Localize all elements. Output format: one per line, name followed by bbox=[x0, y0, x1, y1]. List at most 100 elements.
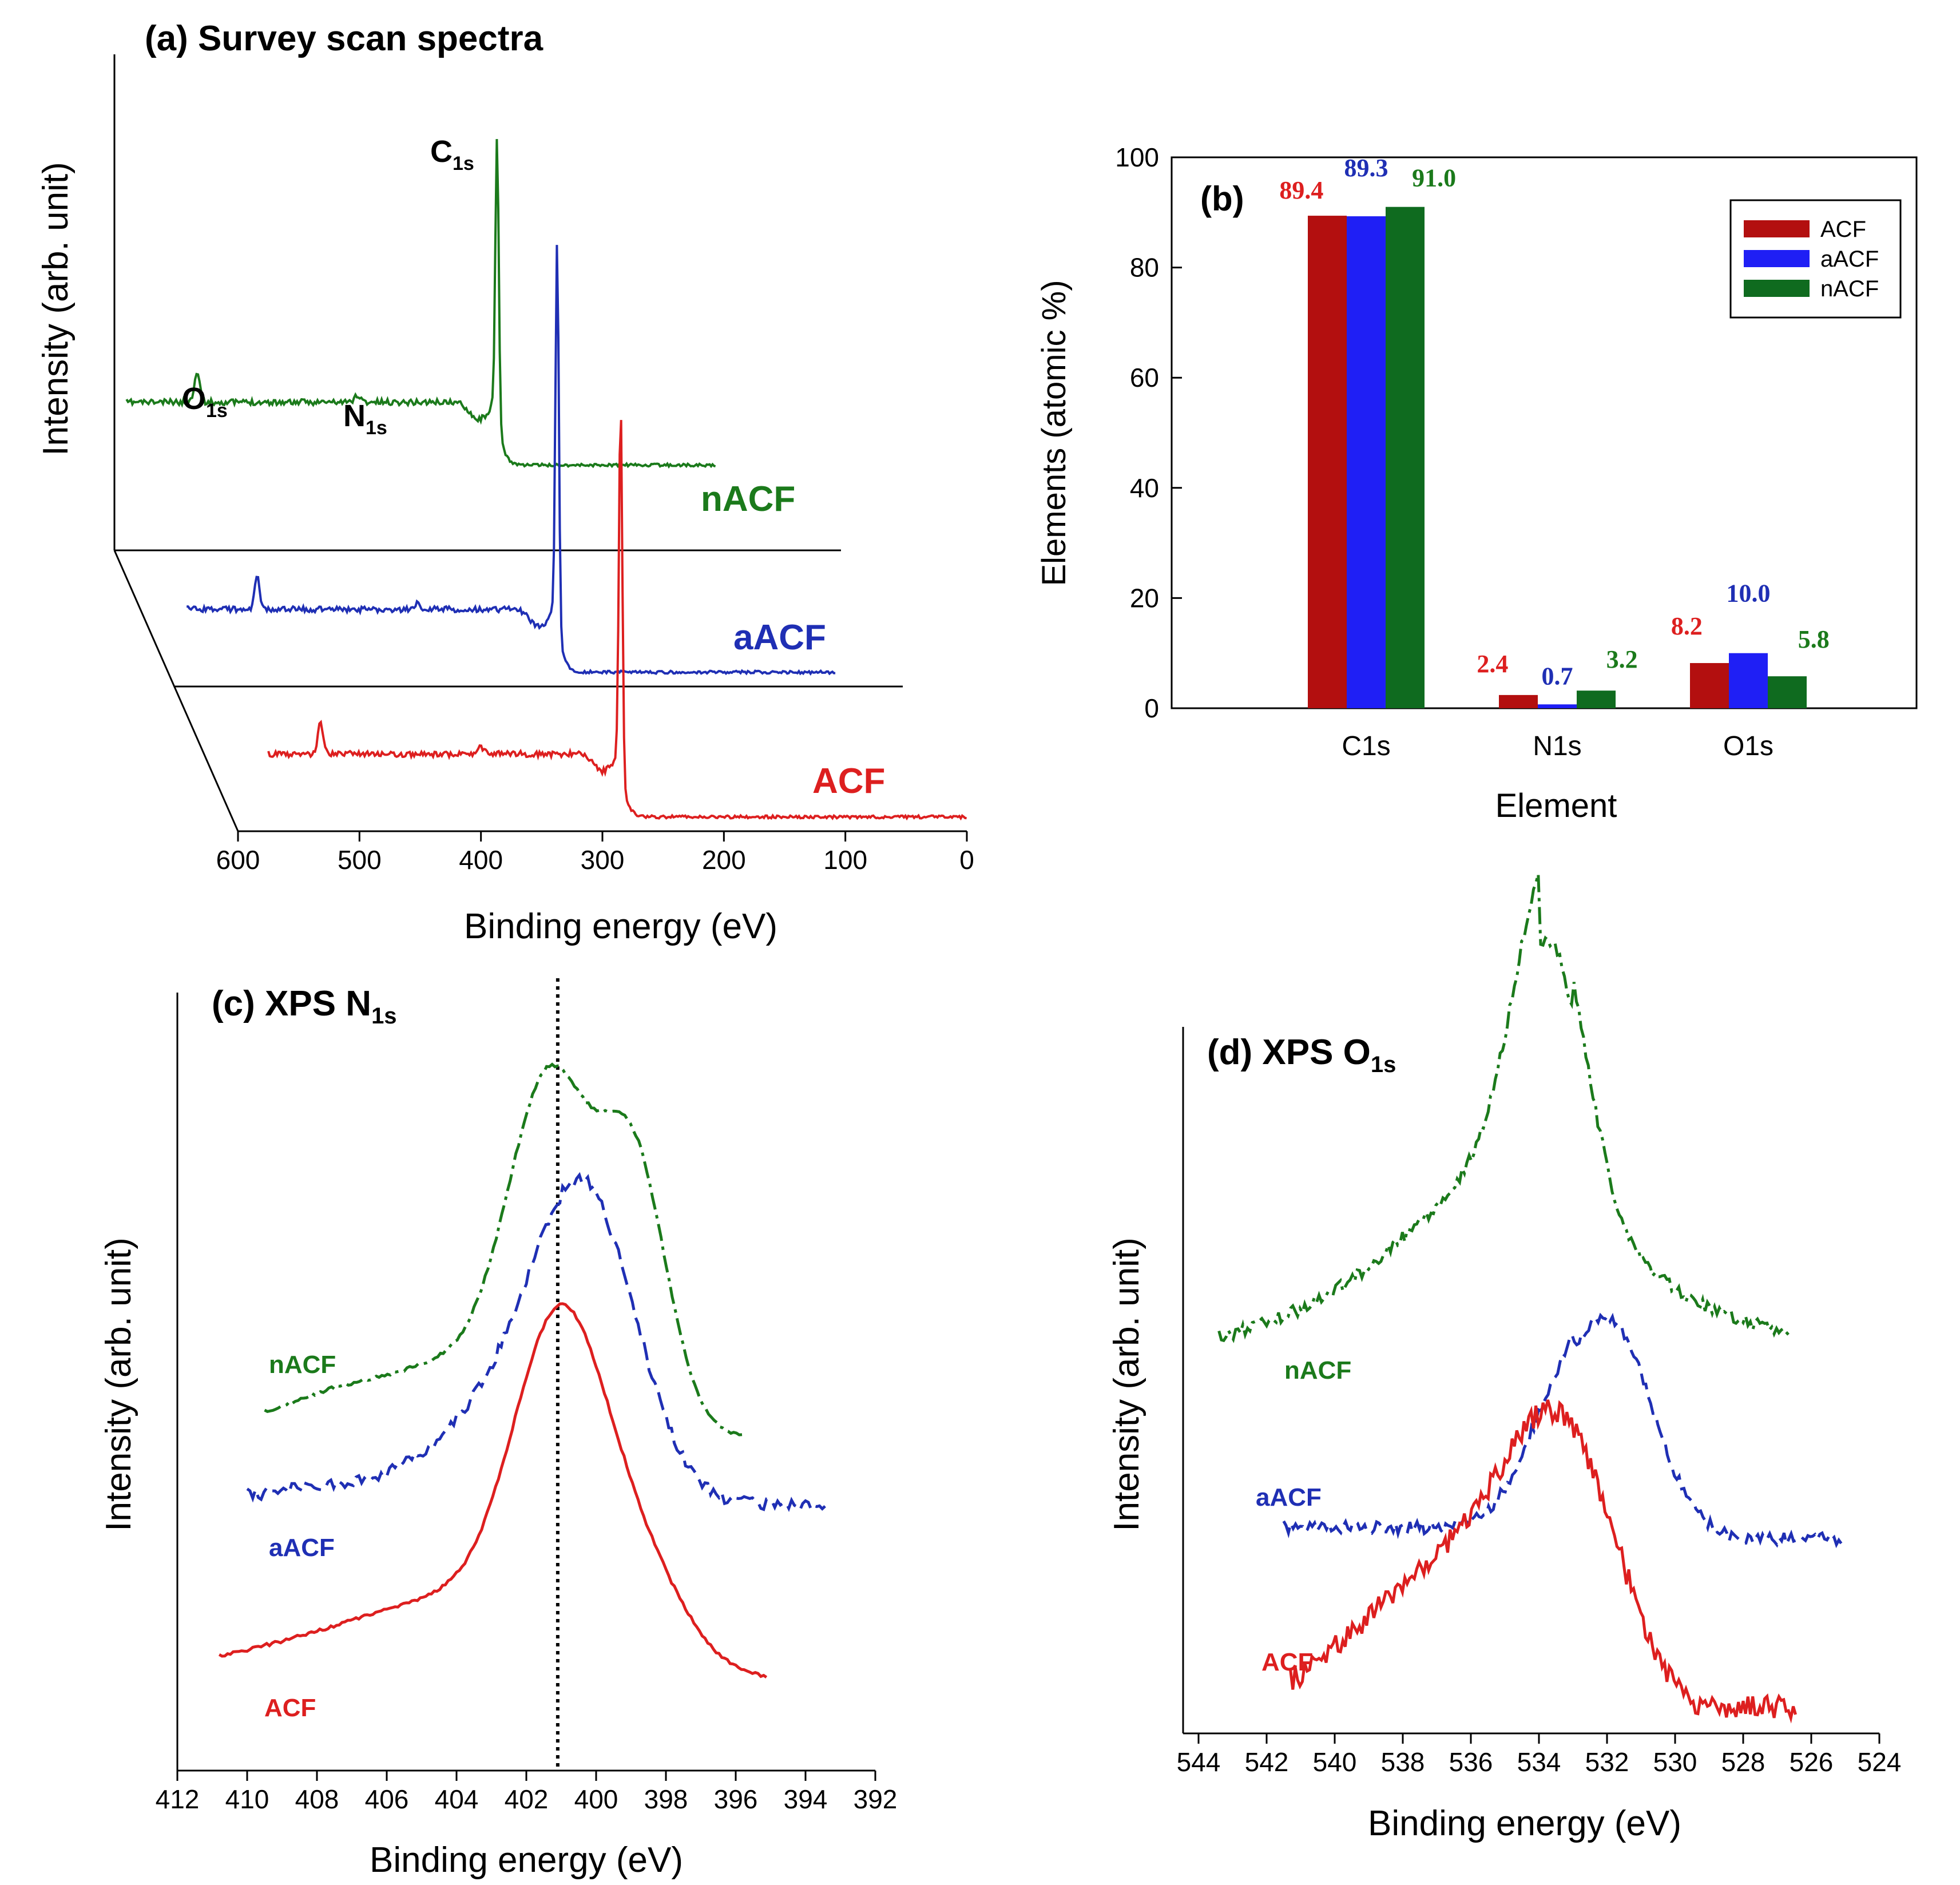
bar-aacf-o1s bbox=[1729, 653, 1768, 708]
x-tick-label: 544 bbox=[1177, 1747, 1221, 1777]
x-tick-label: 404 bbox=[435, 1784, 479, 1814]
panel-d: 544 542 540 538 536 534 532 530 528 526 524 (d) XP… bbox=[1107, 873, 1902, 1843]
y-tick-label: 80 bbox=[1130, 253, 1159, 283]
x-tick-label: 540 bbox=[1313, 1747, 1357, 1777]
panel-d-series-aacf bbox=[1282, 1312, 1843, 1549]
x-tick-label: 542 bbox=[1245, 1747, 1289, 1777]
panel-a: (a) Survey scan spectra Intensity (arb. … bbox=[36, 19, 974, 946]
y-tick-label: 20 bbox=[1130, 583, 1159, 613]
y-tick-label: 40 bbox=[1130, 473, 1159, 503]
panel-a-x-ticks: 600 500 400 300 200 100 0 bbox=[216, 831, 974, 875]
data-label-aacf-n1s: 0.7 bbox=[1542, 662, 1573, 690]
panel-a-depth-axis bbox=[113, 550, 239, 832]
panel-a-series-acf bbox=[267, 420, 967, 821]
x-tick-label: 402 bbox=[505, 1784, 549, 1814]
y-tick-label: 0 bbox=[1144, 693, 1159, 723]
x-tick-label: 600 bbox=[216, 845, 260, 875]
panel-b-y-ticks: 0 20 40 60 80 100 bbox=[1115, 142, 1182, 723]
x-tick-label: 398 bbox=[644, 1784, 688, 1814]
x-tick-label: 200 bbox=[702, 845, 746, 875]
panel-c-series-label-aacf: aACF bbox=[269, 1534, 335, 1562]
x-tick-label: 392 bbox=[854, 1784, 898, 1814]
x-tick-label: 400 bbox=[574, 1784, 618, 1814]
panel-a-peak-label-o1s: O1s bbox=[182, 382, 228, 422]
panel-a-series-aacf bbox=[186, 245, 836, 676]
bar-aacf-n1s bbox=[1538, 704, 1577, 708]
bar-acf-o1s bbox=[1690, 663, 1729, 708]
x-tick-label: 526 bbox=[1790, 1747, 1834, 1777]
data-label-acf-n1s: 2.4 bbox=[1477, 650, 1508, 678]
bar-nacf-o1s bbox=[1768, 676, 1807, 708]
x-tick-label: 524 bbox=[1858, 1747, 1902, 1777]
legend-label-aacf: aACF bbox=[1820, 247, 1879, 272]
panel-a-series-nacf bbox=[125, 139, 716, 469]
bar-acf-c1s bbox=[1308, 216, 1347, 708]
x-tick-label: 394 bbox=[784, 1784, 828, 1814]
panel-c-ylabel: Intensity (arb. unit) bbox=[99, 1237, 138, 1531]
x-tick-label: 500 bbox=[338, 845, 382, 875]
panel-b: 0 20 40 60 80 100 89.4 89.3 91.0 2.4 0.7 3.2 8.2 10.… bbox=[1035, 142, 1918, 824]
panel-c-series-nacf bbox=[264, 1062, 743, 1436]
data-label-acf-c1s: 89.4 bbox=[1279, 176, 1323, 204]
panel-a-peak-label-n1s: N1s bbox=[343, 399, 387, 439]
panel-d-series-label-nacf: nACF bbox=[1284, 1356, 1351, 1384]
bar-nacf-c1s bbox=[1386, 207, 1425, 708]
panel-b-xlabel: Element bbox=[1495, 787, 1617, 824]
category-label: C1s bbox=[1342, 731, 1390, 761]
x-tick-label: 536 bbox=[1449, 1747, 1493, 1777]
panel-a-peak-label-c1s: C1s bbox=[430, 134, 474, 174]
bar-acf-n1s bbox=[1499, 695, 1538, 708]
x-tick-label: 400 bbox=[459, 845, 503, 875]
panel-d-xlabel: Binding energy (eV) bbox=[1368, 1804, 1681, 1843]
x-tick-label: 406 bbox=[365, 1784, 409, 1814]
x-tick-label: 534 bbox=[1517, 1747, 1561, 1777]
panel-c-x-ticks: 412 410 408 406 404 402 400 398 396 394 392 bbox=[156, 1771, 898, 1814]
bar-aacf-c1s bbox=[1347, 216, 1386, 708]
y-tick-label: 100 bbox=[1115, 142, 1159, 172]
panel-b-label: (b) bbox=[1200, 180, 1244, 218]
panel-b-bars: 89.4 89.3 91.0 2.4 0.7 3.2 8.2 10.0 5.8 bbox=[1279, 154, 1830, 708]
legend-label-nacf: nACF bbox=[1820, 276, 1879, 301]
panel-d-x-ticks: 544 542 540 538 536 534 532 530 528 526 524 bbox=[1177, 1733, 1902, 1777]
panel-c-series-aacf bbox=[246, 1172, 826, 1513]
panel-a-ylabel: Intensity (arb. unit) bbox=[36, 162, 76, 455]
x-tick-label: 532 bbox=[1585, 1747, 1629, 1777]
panel-c-xlabel: Binding energy (eV) bbox=[370, 1840, 683, 1880]
panel-b-ylabel: Elements (atomic %) bbox=[1035, 280, 1073, 586]
x-tick-label: 408 bbox=[295, 1784, 339, 1814]
panel-b-categories: C1s N1s O1s bbox=[1342, 731, 1773, 761]
panel-a-title: (a) Survey scan spectra bbox=[145, 19, 543, 58]
x-tick-label: 0 bbox=[959, 845, 974, 875]
panel-d-series-label-acf: ACF bbox=[1261, 1648, 1313, 1676]
panel-c-series-label-acf: ACF bbox=[264, 1694, 316, 1722]
panel-d-title: (d) XPS O1s bbox=[1207, 1033, 1396, 1077]
data-label-aacf-c1s: 89.3 bbox=[1344, 154, 1388, 182]
panel-a-series-label-nacf: nACF bbox=[701, 479, 795, 519]
category-label: N1s bbox=[1533, 731, 1581, 761]
data-label-nacf-o1s: 5.8 bbox=[1798, 625, 1830, 653]
panel-a-series-label-aacf: aACF bbox=[733, 618, 826, 657]
y-tick-label: 60 bbox=[1130, 363, 1159, 392]
bar-nacf-n1s bbox=[1577, 690, 1616, 708]
panel-d-ylabel: Intensity (arb. unit) bbox=[1107, 1237, 1146, 1531]
panel-a-series-label-acf: ACF bbox=[812, 761, 885, 801]
x-tick-label: 538 bbox=[1381, 1747, 1425, 1777]
legend-label-acf: ACF bbox=[1820, 217, 1866, 242]
panel-d-series-label-aacf: aACF bbox=[1256, 1483, 1322, 1511]
x-tick-label: 528 bbox=[1721, 1747, 1765, 1777]
x-tick-label: 396 bbox=[714, 1784, 758, 1814]
x-tick-label: 410 bbox=[225, 1784, 269, 1814]
panel-d-series-nacf bbox=[1217, 873, 1790, 1343]
panel-a-xlabel: Binding energy (eV) bbox=[464, 907, 777, 946]
x-tick-label: 412 bbox=[156, 1784, 200, 1814]
data-label-acf-o1s: 8.2 bbox=[1671, 612, 1703, 640]
x-tick-label: 100 bbox=[823, 845, 867, 875]
x-tick-label: 300 bbox=[581, 845, 625, 875]
legend-swatch-acf bbox=[1744, 220, 1810, 237]
panel-c-title: (c) XPS N1s bbox=[212, 984, 397, 1029]
panel-b-legend: ACF aACF nACF bbox=[1729, 199, 1902, 319]
panel-c-series-acf bbox=[218, 1302, 768, 1678]
data-label-nacf-c1s: 91.0 bbox=[1412, 164, 1456, 192]
x-tick-label: 530 bbox=[1653, 1747, 1697, 1777]
